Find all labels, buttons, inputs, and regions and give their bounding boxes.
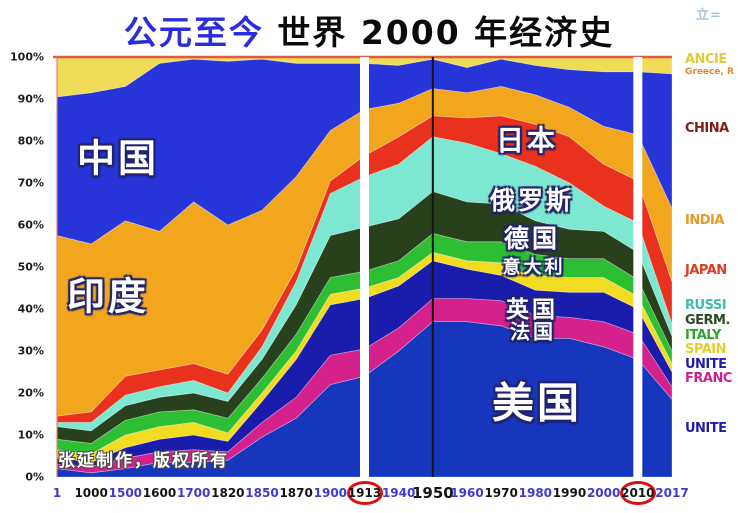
area-label-法国: 法国 — [510, 319, 556, 344]
area-label-日本: 日本 — [495, 124, 559, 157]
legend-item-china: CHINA — [685, 121, 729, 136]
x-tick-1500: 1500 — [108, 486, 143, 500]
x-tick-1000: 1000 — [74, 486, 108, 500]
legend-item-spain: SPAIN — [685, 342, 726, 357]
y-tick-80pct: 80% — [17, 134, 44, 148]
x-tick-1940: 1940 — [381, 486, 416, 500]
x-tick-1700: 1700 — [176, 486, 211, 500]
y-tick-20pct: 20% — [17, 386, 44, 400]
legend-item-india: INDIA — [685, 213, 724, 228]
y-tick-50pct: 50% — [17, 260, 44, 274]
area-label-美国: 美国 — [491, 378, 583, 428]
legend-item-japan: JAPAN — [685, 263, 727, 278]
x-tick-1900: 1900 — [313, 486, 348, 500]
area-label-印度: 印度 — [66, 274, 150, 319]
x-tick-1913: 1913 — [347, 486, 382, 500]
area-label-俄罗斯: 俄罗斯 — [489, 186, 575, 215]
area-label-中国: 中国 — [76, 136, 160, 181]
legend-item-franc: FRANC — [685, 371, 732, 386]
x-tick-2017: 2017 — [655, 486, 689, 500]
red-circle-2010 — [619, 481, 656, 505]
red-circle-1913 — [346, 481, 383, 505]
x-tick-2010: 2010 — [621, 486, 655, 500]
y-tick-40pct: 40% — [17, 302, 44, 316]
x-tick-1850: 1850 — [245, 486, 279, 500]
title-main: 世界 2000 年经济史 — [263, 13, 615, 52]
area-label-意大利: 意大利 — [502, 257, 566, 278]
x-tick-1820: 1820 — [211, 486, 245, 500]
legend-item-unite: UNITE — [685, 357, 727, 372]
x-tick-1960: 1960 — [450, 486, 484, 500]
corner-logo-icon: 立= — [696, 8, 722, 23]
highlight-bar-1913 — [360, 57, 369, 477]
page-title: 公元至今 世界 2000 年经济史 — [0, 6, 738, 54]
x-tick-1990: 1990 — [552, 486, 587, 500]
highlight-bar-2010 — [633, 57, 643, 477]
legend-item-russi: RUSSI — [685, 298, 727, 313]
author-watermark: 张延制作，版权所有 — [58, 451, 229, 471]
area-label-德国: 德国 — [503, 224, 561, 253]
x-tick-1970: 1970 — [484, 486, 518, 500]
x-tick-1600: 1600 — [142, 486, 177, 500]
title-highlight: 公元至今 — [123, 13, 264, 52]
y-tick-10pct: 10% — [17, 428, 44, 442]
legend-item-greece-r: Greece, R — [685, 67, 734, 77]
legend-item-germ-: GERM. — [685, 313, 730, 328]
x-tick-1: 1 — [52, 486, 62, 500]
legend-item-italy: ITALY — [685, 328, 721, 343]
y-tick-100pct: 100% — [10, 50, 44, 64]
area-label-英国: 英国 — [506, 297, 558, 323]
y-tick-90pct: 90% — [17, 92, 44, 106]
y-tick-30pct: 30% — [17, 344, 44, 358]
y-tick-60pct: 60% — [17, 218, 44, 232]
x-tick-2000: 2000 — [586, 486, 621, 500]
x-tick-1950: 1950 — [411, 484, 454, 502]
x-tick-1980: 1980 — [518, 486, 553, 500]
y-tick-0pct: 0% — [25, 470, 44, 484]
legend-item-unite: UNITE — [685, 421, 727, 436]
y-tick-70pct: 70% — [17, 176, 44, 190]
legend-item-ancie: ANCIE — [685, 52, 727, 67]
x-tick-1870: 1870 — [279, 486, 313, 500]
